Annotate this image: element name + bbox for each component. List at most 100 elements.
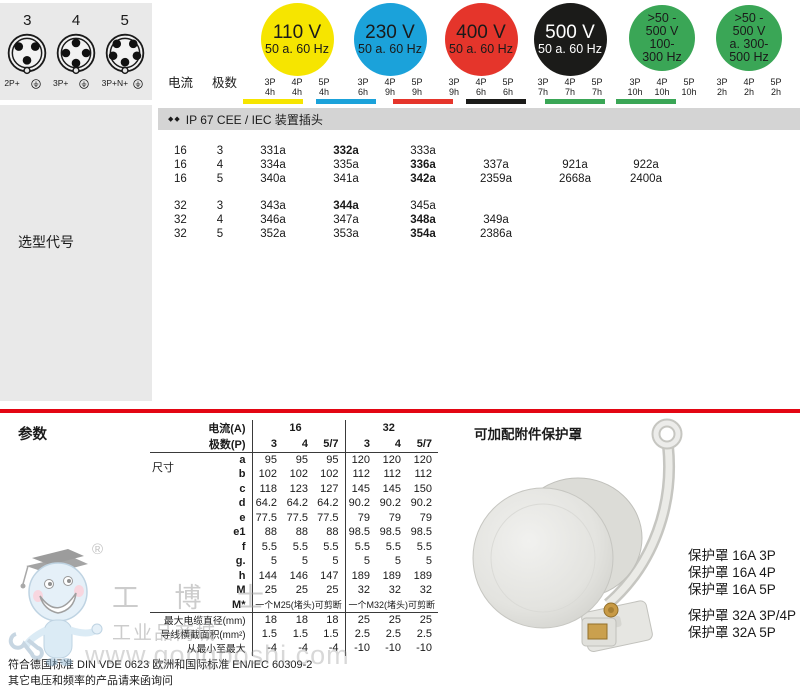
param-cell: 95 bbox=[326, 454, 339, 466]
voltage-circle-line: 230 V bbox=[365, 22, 415, 43]
part-row: 16 5 340a 341a 342a 2359a 2668a 2400a bbox=[160, 172, 800, 186]
pole-column: 3P 6h bbox=[350, 77, 377, 97]
param-row-label: c bbox=[239, 482, 246, 495]
param-row: c 118 123 127 145 145 150 bbox=[150, 481, 438, 496]
param-cell: 64.2 bbox=[286, 497, 308, 510]
cover-list-item: 保护罩 16A 3P bbox=[688, 548, 776, 563]
part-row: 32 3 343a 344a 345a bbox=[160, 199, 800, 213]
footer-contact-line: 其它电压和频率的产品请来函询问 bbox=[8, 675, 173, 687]
voltage-circle: 500 V 50 a. 60 Hz bbox=[533, 3, 607, 76]
part-row: 32 4 346a 347a 348a 349a bbox=[160, 213, 800, 227]
param-row-label: h bbox=[238, 569, 246, 582]
voltage-circle-line: >50 - bbox=[647, 11, 677, 25]
pole-column: 5P 10h bbox=[676, 77, 703, 97]
pole-label: 5P bbox=[411, 77, 423, 87]
part-row-poles: 4 bbox=[216, 214, 224, 226]
connector-type-label: 2P+ bbox=[4, 77, 50, 90]
part-row: 32 5 352a 353a 354a 2386a bbox=[160, 227, 800, 241]
voltage-circle-line: 50 a. 60 Hz bbox=[358, 42, 422, 56]
current-group-16: 16 bbox=[251, 420, 345, 436]
param-header-current-row: 电流(A) 16 32 bbox=[150, 420, 438, 436]
color-bar bbox=[466, 99, 526, 104]
clock-label: 6h bbox=[475, 87, 486, 97]
voltage-circle-line: 50 a. 60 Hz bbox=[449, 42, 513, 56]
param-cell: 77.5 bbox=[251, 510, 283, 525]
part-row-poles: 4 bbox=[216, 159, 224, 171]
pole-column: 5P 7h bbox=[584, 77, 611, 97]
clock-label: 2h bbox=[770, 87, 781, 97]
pole-label: 4P bbox=[475, 77, 487, 87]
pole-label: 5P bbox=[770, 77, 782, 87]
voltage-circle-wrap: 110 V 50 a. 60 Hz bbox=[252, 2, 342, 76]
voltage-circle: >50 -500 V 100- 300 Hz bbox=[629, 5, 695, 71]
param-cell: 120 bbox=[413, 454, 432, 466]
color-bar bbox=[243, 99, 303, 104]
param-cell: 5.5 bbox=[251, 539, 283, 554]
param-row-label: 导线横截面积(mm²) bbox=[160, 629, 246, 641]
param-cell: 98.5 bbox=[344, 525, 376, 540]
part-cell: 345a bbox=[410, 200, 436, 212]
pole-column: 3P 10h bbox=[622, 77, 649, 97]
part-row: 16 4 334a 335a 336a 337a 921a 922a bbox=[160, 158, 800, 172]
pole-column: 5P 6h bbox=[495, 77, 522, 97]
param-mstar-row: M* 一个M25(堵头)可剪断 一个M32(堵头)可剪断 bbox=[150, 597, 438, 613]
param-cell: 5.5 bbox=[344, 539, 376, 554]
connector-type-text: 2P+ bbox=[4, 78, 20, 88]
pole-label: 3P bbox=[448, 77, 460, 87]
clock-label: 4h bbox=[318, 87, 329, 97]
param-cell: 1.5 bbox=[251, 626, 283, 641]
registered-mark-watermark: ® bbox=[92, 541, 104, 558]
voltage-group: 230 V 50 a. 60 Hz 3P 6h 4P 9h 5P 9h bbox=[345, 2, 435, 97]
param-cell: 5 bbox=[425, 555, 432, 568]
section-divider bbox=[0, 409, 800, 413]
param-cell: 18 bbox=[295, 613, 308, 626]
earth-icon bbox=[30, 78, 41, 89]
param-table: 电流(A) 16 32 极数(P) 3 4 5/7 3 4 5/7 a 95 95 95 120 120 120… bbox=[150, 420, 438, 656]
part-cell: 354a bbox=[410, 228, 436, 240]
connector-type-text: 3P+N+ bbox=[101, 78, 129, 88]
param-cell: 189 bbox=[413, 569, 432, 582]
voltage-circle-line: 500 Hz bbox=[729, 50, 769, 64]
pole-column: 5P 9h bbox=[404, 77, 431, 97]
part-cell: 335a bbox=[333, 159, 359, 171]
cover-list-item: 保护罩 16A 4P bbox=[688, 565, 776, 580]
param-row-label: g. bbox=[235, 555, 246, 568]
param-cell: 95 bbox=[251, 452, 283, 467]
pole-label: 5P bbox=[591, 77, 603, 87]
param-cell: 147 bbox=[320, 569, 339, 582]
param-row-label: M bbox=[236, 584, 246, 597]
param-cell: 118 bbox=[251, 481, 283, 496]
part-cell: 348a bbox=[410, 214, 436, 226]
param-cell: 88 bbox=[326, 526, 339, 539]
voltage-circle-line: 50 a. 60 Hz bbox=[265, 42, 329, 56]
param-cell: 5.5 bbox=[385, 540, 401, 553]
param-cell: 145 bbox=[382, 482, 401, 495]
pole-column: 5P 2h bbox=[763, 77, 790, 97]
connector-face-icon bbox=[105, 33, 144, 74]
clock-label: 2h bbox=[743, 87, 754, 97]
part-row-current: 32 bbox=[174, 214, 187, 226]
voltage-circle: 400 V 50 a. 60 Hz bbox=[444, 3, 518, 76]
voltage-circle-line: 100- bbox=[649, 37, 675, 51]
cover-list-item: 保护罩 16A 5P bbox=[688, 582, 776, 597]
part-row-current: 32 bbox=[174, 228, 187, 240]
param-row: g. 5 5 5 5 5 5 bbox=[150, 554, 438, 569]
connector-item: 3 2P+ bbox=[4, 13, 50, 90]
param-cell: 120 bbox=[382, 454, 401, 466]
sidebar-selection: 选型代号 bbox=[0, 105, 152, 401]
pole-label: 3P bbox=[716, 77, 728, 87]
voltage-group: >50 -500 V 100- 300 Hz 3P 10h 4P 10h 5P 10h bbox=[617, 2, 707, 97]
param-cell: 2.5 bbox=[344, 626, 376, 641]
dimensions-label: 尺寸 bbox=[152, 462, 174, 474]
pole-column: 4P 6h bbox=[468, 77, 495, 97]
part-cell: 922a bbox=[633, 159, 659, 171]
param-cell: -10 bbox=[416, 642, 432, 655]
poles-col-header: 5/7 bbox=[314, 436, 345, 453]
pole-clock-row: 3P 7h 4P 7h 5P 7h bbox=[525, 77, 615, 97]
param-cell: 1.5 bbox=[323, 627, 339, 640]
param-cell: 102 bbox=[251, 467, 283, 482]
param-cell: -4 bbox=[251, 641, 283, 656]
part-cell: 344a bbox=[333, 200, 359, 212]
